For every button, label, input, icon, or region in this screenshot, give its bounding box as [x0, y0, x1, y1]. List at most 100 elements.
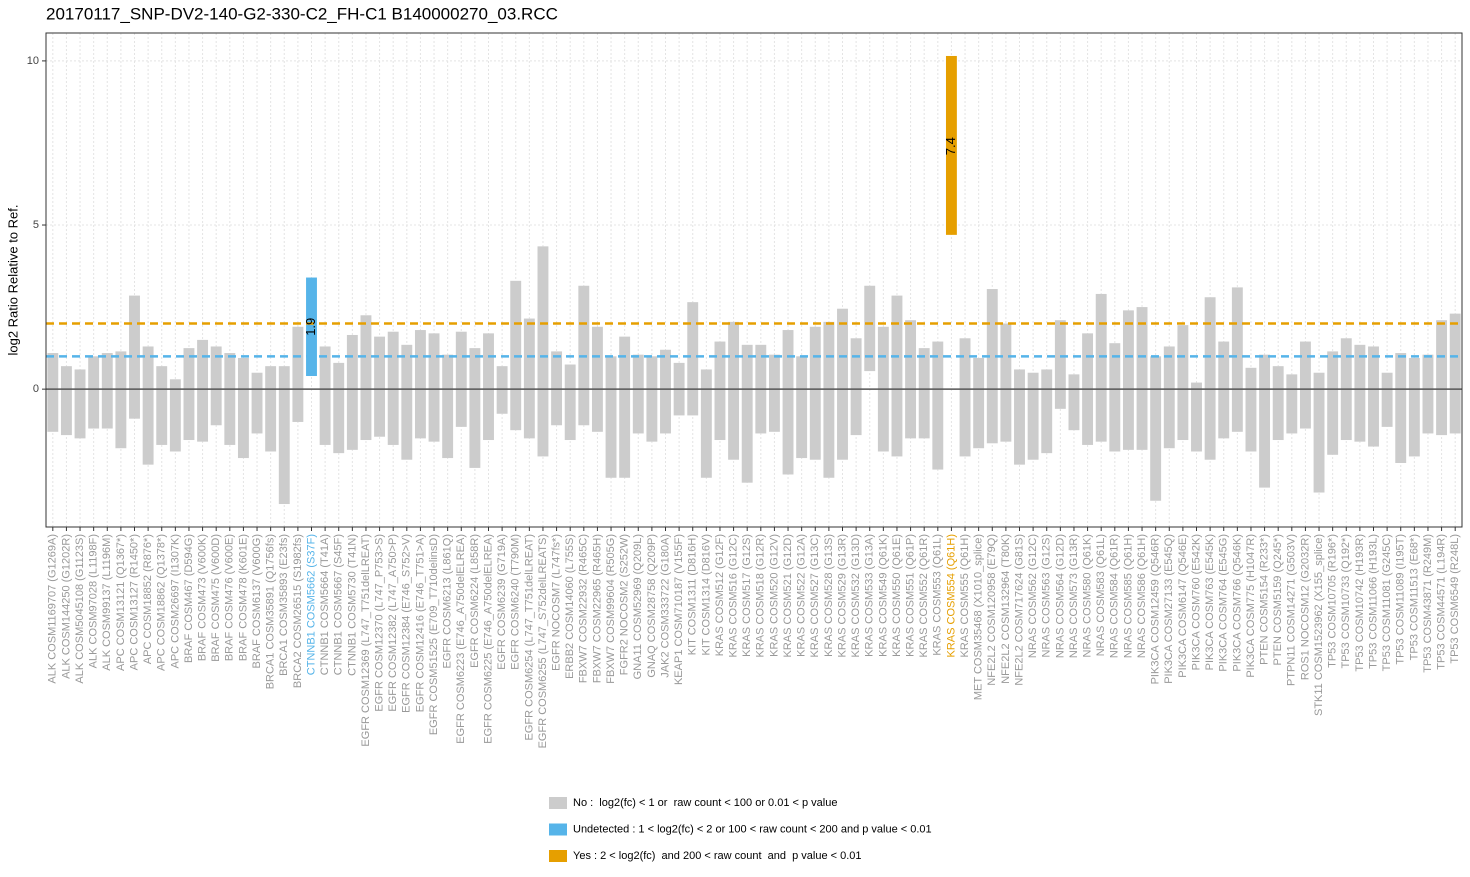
bar [959, 338, 971, 457]
bar [496, 366, 508, 414]
x-tick-label: NRAS COSM562 (G12C) [1027, 534, 1039, 658]
bar [1299, 341, 1311, 429]
legend-key [549, 823, 567, 836]
x-tick-label: KRAS COSM551 (Q61P) [904, 534, 916, 657]
bar [319, 346, 331, 445]
x-tick-label: TP53 COSM10705 (R196*) [1327, 534, 1339, 668]
x-tick-label: TP53 COSM43871 (R249M) [1422, 534, 1434, 673]
bar [1041, 369, 1053, 454]
x-tick-label: PIK3CA COSM27133 (E545Q) [1163, 534, 1175, 684]
bar [537, 246, 549, 457]
bar [1122, 310, 1134, 450]
bar [864, 285, 876, 372]
chart-title: 20170117_SNP-DV2-140-G2-330-C2_FH-C1 B14… [46, 4, 558, 23]
bar [1136, 307, 1148, 450]
legend-key [549, 797, 567, 809]
bar [700, 369, 712, 478]
x-tick-label: EGFR COSM12384 (E746_S752>V) [401, 534, 413, 713]
x-tick-label: FBXW7 COSM22932 (R465C) [578, 534, 590, 683]
x-tick-label: ALK COSM144250 (G1202R) [60, 534, 72, 679]
x-tick-label: EGFR COSM6225 (E746_A750delELREA) [482, 534, 494, 744]
x-tick-label: EGFR COSM6213 (L861Q) [442, 534, 454, 669]
bar [333, 362, 345, 454]
bar [169, 379, 181, 452]
x-tick-label: NFE2L2 COSM132964 (T80K) [1000, 534, 1012, 684]
x-tick-label: FBXW7 COSM22965 (R465H) [591, 534, 603, 683]
x-tick-label: ALK COSM97028 (L1198F) [88, 534, 100, 668]
x-tick-label: NRAS COSM586 (Q61H) [1136, 534, 1148, 658]
x-tick-label: APC COSM13127 (R1450*) [128, 534, 140, 670]
x-tick-label: TP53 COSM11513 (E68*) [1408, 534, 1420, 660]
x-tick-label: FBXW7 COSM99604 (R505G) [605, 534, 617, 684]
x-tick-label: KRAS COSM555 (Q61H) [959, 534, 971, 657]
bar [346, 334, 358, 450]
bar [483, 333, 494, 441]
x-tick-label: KRAS COSM528 (G13S) [823, 534, 835, 657]
x-tick-label: PIK3CA COSM6147 (Q546E) [1177, 534, 1189, 678]
bar [905, 320, 917, 439]
y-tick-label: 0 [33, 383, 39, 395]
x-tick-label: PIK3CA COSM766 (Q546K) [1231, 534, 1243, 672]
bar [414, 330, 426, 439]
x-tick-label: JAK2 COSM333722 (G180A) [659, 534, 671, 678]
x-tick-label: PTEN COSM5159 (Q245*) [1272, 534, 1284, 665]
x-tick-label: KRAS COSM529 (G13R) [836, 534, 848, 657]
bar [1191, 382, 1202, 452]
x-tick-label: GNA11 COSM52969 (Q209L) [632, 534, 644, 679]
y-axis-label: log2 Ratio Relative to Ref. [5, 204, 20, 355]
x-tick-label: KRAS COSM518 (G12R) [755, 534, 767, 657]
bar [891, 295, 903, 457]
bar [687, 302, 699, 416]
x-tick-label: NRAS COSM583 (Q61L) [1095, 534, 1107, 656]
bar [374, 336, 386, 437]
x-tick-label: CTNNB1 COSM5662 (S37F) [305, 534, 317, 675]
x-tick-label: KEAP1 COSM710187 (V155F) [673, 534, 685, 685]
x-tick-label: EGFR COSM12369 (L747_T751delLREAT) [360, 534, 372, 747]
bar [1027, 372, 1039, 460]
x-tick-label: KRAS COSM549 (Q61K) [877, 534, 889, 657]
bar [278, 366, 290, 505]
x-tick-label: NFE2L2 COSM717624 (G81S) [1013, 534, 1025, 686]
x-tick-label: KRAS COSM516 (G12C) [727, 534, 739, 657]
bar [1354, 344, 1366, 442]
bar [265, 366, 277, 452]
x-tick-label: EGFR COSM6239 (G719A) [496, 534, 508, 670]
x-tick-label: BRAF COSM478 (K601E) [237, 534, 249, 661]
bar [306, 277, 317, 377]
bar [401, 344, 413, 460]
bar [1422, 354, 1434, 434]
data-label: 7.4 [943, 137, 958, 155]
bar [115, 351, 127, 449]
x-tick-label: FGFR2 NOCOSM2 (S252W) [619, 534, 631, 675]
bar [88, 356, 100, 429]
bar [142, 346, 154, 465]
x-tick-label: EGFR COSM51525 (E709_T710delinsD) [428, 534, 440, 735]
x-tick-label: TP53 COSM6549 (R248L) [1449, 534, 1461, 664]
x-tick-label: APC COSM26697 (I1307K) [169, 534, 181, 669]
legend-label: No : log2(fc) < 1 or raw count < 100 or … [573, 797, 837, 809]
bar [850, 338, 862, 436]
x-tick-label: APC COSM18852 (R876*) [142, 534, 154, 664]
bar [1272, 366, 1284, 441]
bar [1449, 313, 1461, 434]
x-tick-label: EGFR COSM6223 (E746_A750delELREA) [455, 534, 467, 744]
x-tick-label: NRAS COSM564 (G12D) [1054, 534, 1066, 658]
x-tick-label: EGFR COSM12416 (E746_T751>A) [414, 534, 426, 712]
bar [129, 295, 140, 419]
bar [1286, 374, 1298, 434]
x-tick-label: KRAS COSM527 (G13C) [809, 534, 821, 657]
x-tick-label: PIK3CA COSM775 (H1047R) [1245, 534, 1257, 678]
x-tick-label: TP53 COSM11066 (H193L) [1367, 534, 1379, 669]
x-tick-label: APC COSM18862 (Q1378*) [156, 534, 168, 671]
x-tick-label: EGFR COSM6254 (L747_T751delLREAT) [523, 534, 535, 740]
bar [551, 351, 563, 426]
x-tick-label: BRAF COSM476 (V600E) [224, 534, 236, 661]
bar [660, 349, 671, 434]
bar [837, 308, 848, 460]
x-tick-label: KRAS COSM552 (Q61R) [918, 534, 930, 657]
x-tick-label: TP53 COSM11081 (G245C) [1381, 534, 1393, 671]
x-tick-label: TP53 COSM10733 (Q192*) [1340, 534, 1352, 669]
bar [1204, 297, 1216, 460]
x-tick-label: NRAS COSM563 (G12S) [1041, 534, 1053, 657]
